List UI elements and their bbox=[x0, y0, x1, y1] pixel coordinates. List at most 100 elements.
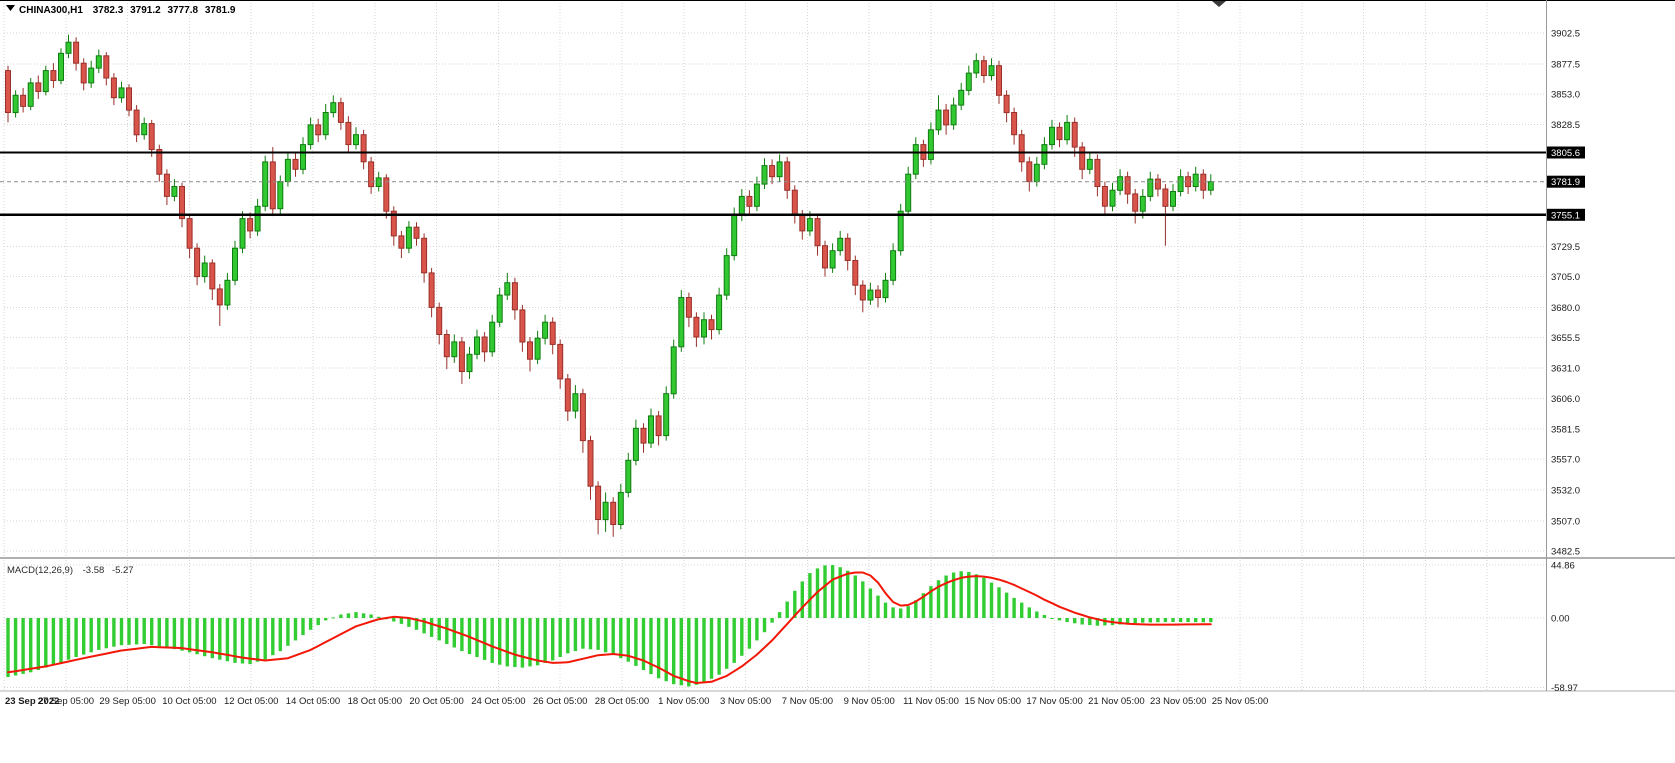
time-axis-label: 18 Oct 05:00 bbox=[348, 696, 402, 707]
bull-candle bbox=[171, 186, 178, 197]
price-axis-label: 3631.0 bbox=[1551, 363, 1580, 374]
macd-axis-label: 44.86 bbox=[1551, 561, 1575, 572]
macd-bar bbox=[399, 618, 404, 624]
bull-candle bbox=[1064, 121, 1071, 141]
macd-bar bbox=[361, 613, 366, 618]
macd-bar bbox=[777, 612, 782, 618]
macd-bar bbox=[740, 618, 744, 656]
macd-bar bbox=[13, 618, 18, 676]
bear-candle bbox=[799, 214, 806, 232]
macd-bar bbox=[921, 593, 926, 618]
macd-bar bbox=[218, 618, 222, 660]
bull-candle bbox=[761, 165, 768, 185]
bear-candle bbox=[269, 161, 276, 210]
bear-candle bbox=[1079, 146, 1086, 170]
macd-bar bbox=[664, 618, 668, 682]
bull-candle bbox=[1049, 126, 1055, 146]
macd-bar bbox=[1178, 618, 1183, 623]
macd-bar bbox=[248, 618, 252, 665]
macd-bar bbox=[732, 618, 736, 663]
macd-bar bbox=[709, 618, 714, 679]
bear-candle bbox=[337, 102, 344, 123]
price-tag-label: 3755.1 bbox=[1551, 210, 1580, 221]
macd-bar bbox=[445, 618, 449, 644]
macd-bar bbox=[1050, 618, 1054, 619]
price-axis-label: 3655.5 bbox=[1551, 333, 1580, 344]
bull-candle bbox=[602, 501, 609, 521]
macd-bar bbox=[354, 612, 358, 618]
macd-bar bbox=[308, 618, 313, 630]
macd-bar bbox=[369, 614, 373, 618]
bull-candle bbox=[965, 72, 972, 91]
macd-caption: MACD(12,26,9) -3.58 -5.27 bbox=[7, 565, 134, 576]
macd-bar bbox=[1133, 618, 1137, 624]
bear-candle bbox=[194, 247, 201, 278]
macd-bar bbox=[566, 618, 570, 654]
bear-candle bbox=[564, 378, 571, 412]
ohlc-low: 3777.8 bbox=[167, 5, 198, 16]
bear-candle bbox=[421, 237, 428, 274]
bear-candle bbox=[1056, 126, 1063, 141]
macd-bar bbox=[785, 601, 789, 618]
macd-main-value: -3.58 bbox=[83, 565, 105, 576]
time-axis-label: 10 Oct 05:00 bbox=[162, 696, 216, 707]
chart-title: CHINA300,H1 3782.3 3791.2 3777.8 3781.9 bbox=[6, 5, 236, 16]
bull-candle bbox=[307, 124, 314, 146]
bear-candle bbox=[186, 218, 193, 249]
bull-candle bbox=[405, 226, 412, 249]
macd-bar bbox=[1004, 592, 1009, 618]
bear-candle bbox=[557, 343, 564, 380]
macd-bar bbox=[475, 618, 479, 657]
bear-candle bbox=[859, 284, 866, 301]
bull-candle bbox=[451, 341, 458, 358]
macd-bar bbox=[414, 618, 419, 630]
bear-candle bbox=[80, 62, 87, 84]
bull-candle bbox=[27, 82, 34, 107]
symbol-dropdown-icon[interactable] bbox=[6, 5, 15, 11]
macd-bar bbox=[392, 618, 396, 622]
macd-bar bbox=[187, 618, 192, 653]
macd-bar bbox=[1073, 618, 1077, 624]
macd-bar bbox=[823, 565, 827, 618]
time-axis-label: 15 Nov 05:00 bbox=[965, 696, 1022, 707]
time-axis-label: 21 Nov 05:00 bbox=[1088, 696, 1145, 707]
bull-candle bbox=[950, 104, 957, 126]
macd-bar bbox=[793, 590, 797, 618]
bear-candle bbox=[20, 94, 27, 107]
bull-candle bbox=[58, 52, 64, 81]
bull-candle bbox=[988, 65, 995, 77]
macd-bar bbox=[1148, 618, 1152, 623]
price-axis[interactable]: 3902.5 3877.5 3853.0 3828.5 3729.5 3705.0 3680… bbox=[1551, 29, 1580, 695]
macd-bar bbox=[717, 618, 721, 675]
symbol-period-label: CHINA300,H1 bbox=[19, 5, 83, 16]
price-axis-label: 3606.0 bbox=[1551, 394, 1580, 405]
macd-bar bbox=[104, 618, 108, 649]
macd-bar bbox=[339, 614, 343, 618]
bull-candle bbox=[882, 279, 889, 299]
bull-candle bbox=[42, 70, 49, 93]
time-axis-label: 29 Sep 05:00 bbox=[99, 696, 156, 707]
macd-bar bbox=[967, 571, 971, 618]
price-axis-label: 3532.0 bbox=[1551, 485, 1580, 496]
macd-bar bbox=[989, 582, 994, 618]
bull-candle bbox=[753, 183, 760, 207]
bear-candle bbox=[980, 60, 987, 77]
time-axis-label: 24 Oct 05:00 bbox=[471, 696, 525, 707]
bull-candle bbox=[330, 102, 337, 114]
macd-bar bbox=[316, 618, 320, 626]
bear-candle bbox=[315, 124, 322, 136]
chart-shift-marker[interactable] bbox=[1212, 1, 1226, 7]
bear-candle bbox=[428, 272, 435, 308]
macd-bar bbox=[429, 618, 434, 637]
bull-candle bbox=[534, 337, 541, 360]
bear-candle bbox=[73, 41, 80, 64]
macd-bar bbox=[29, 618, 33, 673]
macd-bar bbox=[982, 577, 986, 618]
macd-bar bbox=[1057, 618, 1062, 621]
bull-candle bbox=[738, 195, 745, 216]
bull-candle bbox=[88, 67, 95, 84]
macd-bar bbox=[603, 618, 608, 653]
